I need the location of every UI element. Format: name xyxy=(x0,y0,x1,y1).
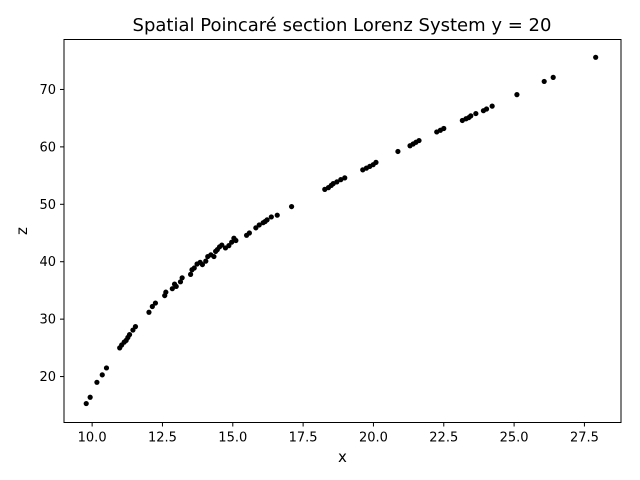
data-point xyxy=(203,258,209,264)
y-tick-label: 60 xyxy=(39,140,56,155)
data-point xyxy=(489,103,495,109)
x-tick-label: 27.5 xyxy=(570,431,599,446)
x-tick-label: 17.5 xyxy=(289,431,318,446)
scatter-points xyxy=(83,54,599,407)
data-point xyxy=(126,332,133,338)
y-axis: 20 30 40 50 60 70 xyxy=(39,83,64,385)
data-point xyxy=(288,203,295,210)
y-tick-label: 70 xyxy=(39,83,56,98)
y-tick-label: 40 xyxy=(39,255,56,270)
data-point xyxy=(229,239,235,245)
y-tick-label: 20 xyxy=(39,370,56,385)
data-point xyxy=(274,212,280,218)
data-point xyxy=(334,179,340,185)
data-point xyxy=(514,92,520,98)
y-axis-label: z xyxy=(13,227,31,235)
chart-title: Spatial Poincaré section Lorenz System y… xyxy=(133,15,552,36)
x-axis: 10.0 12.5 15.0 17.5 20.0 22.5 25.0 27.5 xyxy=(78,422,599,446)
data-point xyxy=(342,175,348,181)
data-point xyxy=(253,225,259,231)
data-point xyxy=(256,222,262,228)
data-point xyxy=(468,113,474,119)
data-point xyxy=(187,271,194,277)
x-tick-label: 22.5 xyxy=(429,431,458,446)
data-point xyxy=(99,372,105,378)
data-point xyxy=(169,286,175,292)
data-point xyxy=(268,214,274,220)
data-point xyxy=(473,110,479,117)
x-tick-label: 10.0 xyxy=(78,431,107,446)
x-tick-label: 20.0 xyxy=(359,431,388,446)
data-point xyxy=(103,365,110,371)
data-point xyxy=(541,78,547,85)
data-point xyxy=(179,275,185,281)
x-axis-label: x xyxy=(338,448,347,466)
data-point xyxy=(211,253,217,260)
x-tick-label: 25.0 xyxy=(500,431,529,446)
data-point xyxy=(177,279,184,285)
data-point xyxy=(87,394,93,400)
data-point xyxy=(94,379,100,385)
x-tick-label: 15.0 xyxy=(218,431,247,446)
data-point xyxy=(173,283,179,290)
axes-frame xyxy=(63,39,622,423)
data-point xyxy=(550,74,556,80)
data-point xyxy=(199,261,206,268)
y-tick-label: 50 xyxy=(39,198,56,213)
data-point xyxy=(338,177,344,183)
data-point xyxy=(152,300,159,306)
data-point xyxy=(395,148,401,155)
data-point xyxy=(149,303,155,310)
data-point xyxy=(483,106,490,112)
data-point xyxy=(233,237,239,244)
y-tick-label: 30 xyxy=(39,313,56,328)
data-point xyxy=(132,324,139,330)
plot-area: 10.0 12.5 15.0 17.5 20.0 22.5 25.0 27.5 20 30 40 5… xyxy=(39,39,622,446)
data-point xyxy=(246,230,252,236)
data-point xyxy=(83,400,89,407)
data-point xyxy=(219,242,225,248)
data-point xyxy=(226,243,232,249)
x-tick-label: 12.5 xyxy=(148,431,177,446)
data-point xyxy=(146,309,152,315)
data-point xyxy=(373,159,379,165)
data-point xyxy=(191,265,197,271)
data-point xyxy=(264,217,270,223)
data-point xyxy=(593,54,599,60)
data-point xyxy=(441,125,447,132)
data-point xyxy=(163,289,169,295)
data-point xyxy=(416,137,422,144)
